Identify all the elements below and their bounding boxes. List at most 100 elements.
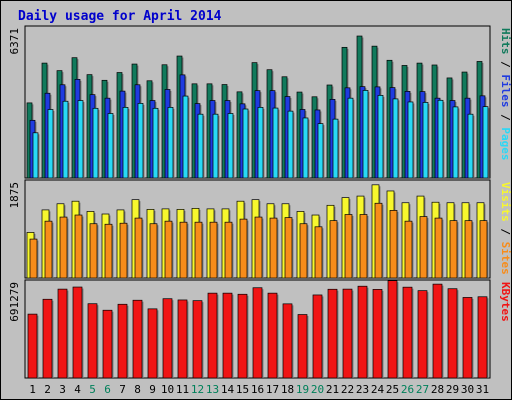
- legend-files: Files: [499, 74, 512, 107]
- bar-pages: [302, 117, 309, 179]
- bar-kbytes: [132, 299, 143, 379]
- bar-sites: [374, 202, 383, 279]
- bar-pages: [362, 90, 369, 179]
- bar-sites: [44, 220, 53, 279]
- bar-sites: [419, 216, 428, 279]
- x-tick-label: 10: [161, 383, 174, 396]
- legend-label: Visits / Sites: [499, 182, 512, 275]
- bar-kbytes: [252, 287, 263, 379]
- bar-kbytes: [27, 313, 38, 379]
- bar-kbytes: [102, 309, 113, 379]
- bar-kbytes: [177, 299, 188, 379]
- bar-sites: [464, 220, 473, 279]
- bar-pages: [332, 118, 339, 179]
- bar-pages: [152, 107, 159, 179]
- x-tick-label: 2: [44, 383, 51, 396]
- bar-pages: [77, 100, 84, 179]
- bar-pages: [482, 106, 489, 179]
- bar-pages: [182, 95, 189, 179]
- bar-kbytes: [42, 298, 53, 379]
- bar-pages: [47, 109, 54, 179]
- x-tick-label: 8: [134, 383, 141, 396]
- legend-sites: Sites: [499, 242, 512, 275]
- chart-panels: 6371 Hits / Files / Pages 1875 Visits / Sit…: [8, 25, 512, 379]
- bar-sites: [449, 220, 458, 279]
- bar-sites: [359, 214, 368, 279]
- bar-pages: [422, 102, 429, 179]
- bar-kbytes: [372, 289, 383, 379]
- bar-kbytes: [402, 286, 413, 379]
- x-tick-label: 15: [236, 383, 249, 396]
- bar-pages: [257, 107, 264, 179]
- x-tick-label: 4: [74, 383, 81, 396]
- bar-sites: [239, 218, 248, 279]
- bar-sites: [209, 221, 218, 279]
- bar-kbytes: [87, 303, 98, 379]
- x-tick-label: 9: [149, 383, 156, 396]
- bar-pages: [437, 99, 444, 179]
- bar-kbytes: [282, 303, 293, 379]
- bar-kbytes: [207, 292, 218, 379]
- panel-hits-files-pages: 6371 Hits / Files / Pages: [8, 25, 512, 179]
- legend-label: Hits / Files / Pages: [499, 28, 512, 161]
- bar-kbytes: [117, 303, 128, 379]
- bar-kbytes: [387, 280, 398, 379]
- x-tick-label: 22: [341, 383, 354, 396]
- bar-sites: [329, 220, 338, 279]
- bar-sites: [284, 217, 293, 279]
- bar-sites: [29, 238, 38, 279]
- bar-pages: [92, 107, 99, 179]
- y-max-label: 691279: [8, 282, 21, 322]
- x-tick-label: 6: [104, 383, 111, 396]
- x-axis-labels: 1 2 3 4 5 6 7 8 9 10 11 12 13 14 15 16 17 18 19 20 21 22 23 24 2…: [29, 383, 489, 396]
- bar-pages: [197, 113, 204, 179]
- x-tick-label: 24: [371, 383, 385, 396]
- x-tick-label: 14: [221, 383, 235, 396]
- bar-sites: [314, 226, 323, 279]
- y-max-label: 1875: [8, 182, 21, 209]
- x-tick-label: 27: [416, 383, 429, 396]
- bar-sites: [344, 214, 353, 279]
- x-tick-label: 7: [119, 383, 126, 396]
- bar-sites: [194, 221, 203, 279]
- x-tick-label: 20: [311, 383, 324, 396]
- x-tick-label: 16: [251, 383, 264, 396]
- x-tick-label: 28: [431, 383, 444, 396]
- bar-pages: [467, 113, 474, 179]
- bar-sites: [299, 223, 308, 279]
- chart-title: Daily usage for April 2014: [18, 9, 222, 24]
- bar-kbytes: [417, 290, 428, 379]
- bar-sites: [479, 220, 488, 279]
- y-max-label: 6371: [8, 28, 21, 55]
- bar-pages: [62, 100, 69, 179]
- bar-kbytes: [267, 292, 278, 379]
- bar-pages: [107, 113, 114, 179]
- bar-pages: [167, 107, 174, 179]
- bar-sites: [389, 210, 398, 279]
- bar-sites: [179, 221, 188, 279]
- legend-visits: Visits: [499, 182, 512, 222]
- bar-sites: [74, 214, 83, 279]
- x-tick-label: 1: [29, 383, 36, 396]
- x-tick-label: 13: [206, 383, 219, 396]
- bar-kbytes: [147, 308, 158, 379]
- bar-kbytes: [162, 298, 173, 379]
- x-tick-label: 12: [191, 383, 204, 396]
- x-tick-label: 19: [296, 383, 309, 396]
- x-tick-label: 18: [281, 383, 294, 396]
- bar-pages: [32, 132, 39, 179]
- bar-kbytes: [447, 288, 458, 379]
- bar-sites: [149, 223, 158, 279]
- x-tick-label: 26: [401, 383, 414, 396]
- x-tick-label: 17: [266, 383, 279, 396]
- bar-sites: [89, 223, 98, 279]
- bar-sites: [164, 220, 173, 279]
- bar-sites: [104, 223, 113, 279]
- bar-kbytes: [237, 293, 248, 379]
- bar-sites: [254, 216, 263, 279]
- bar-kbytes: [312, 294, 323, 379]
- bar-pages: [287, 110, 294, 179]
- bar-kbytes: [297, 314, 308, 379]
- bar-kbytes: [72, 286, 83, 379]
- bar-kbytes: [342, 288, 353, 379]
